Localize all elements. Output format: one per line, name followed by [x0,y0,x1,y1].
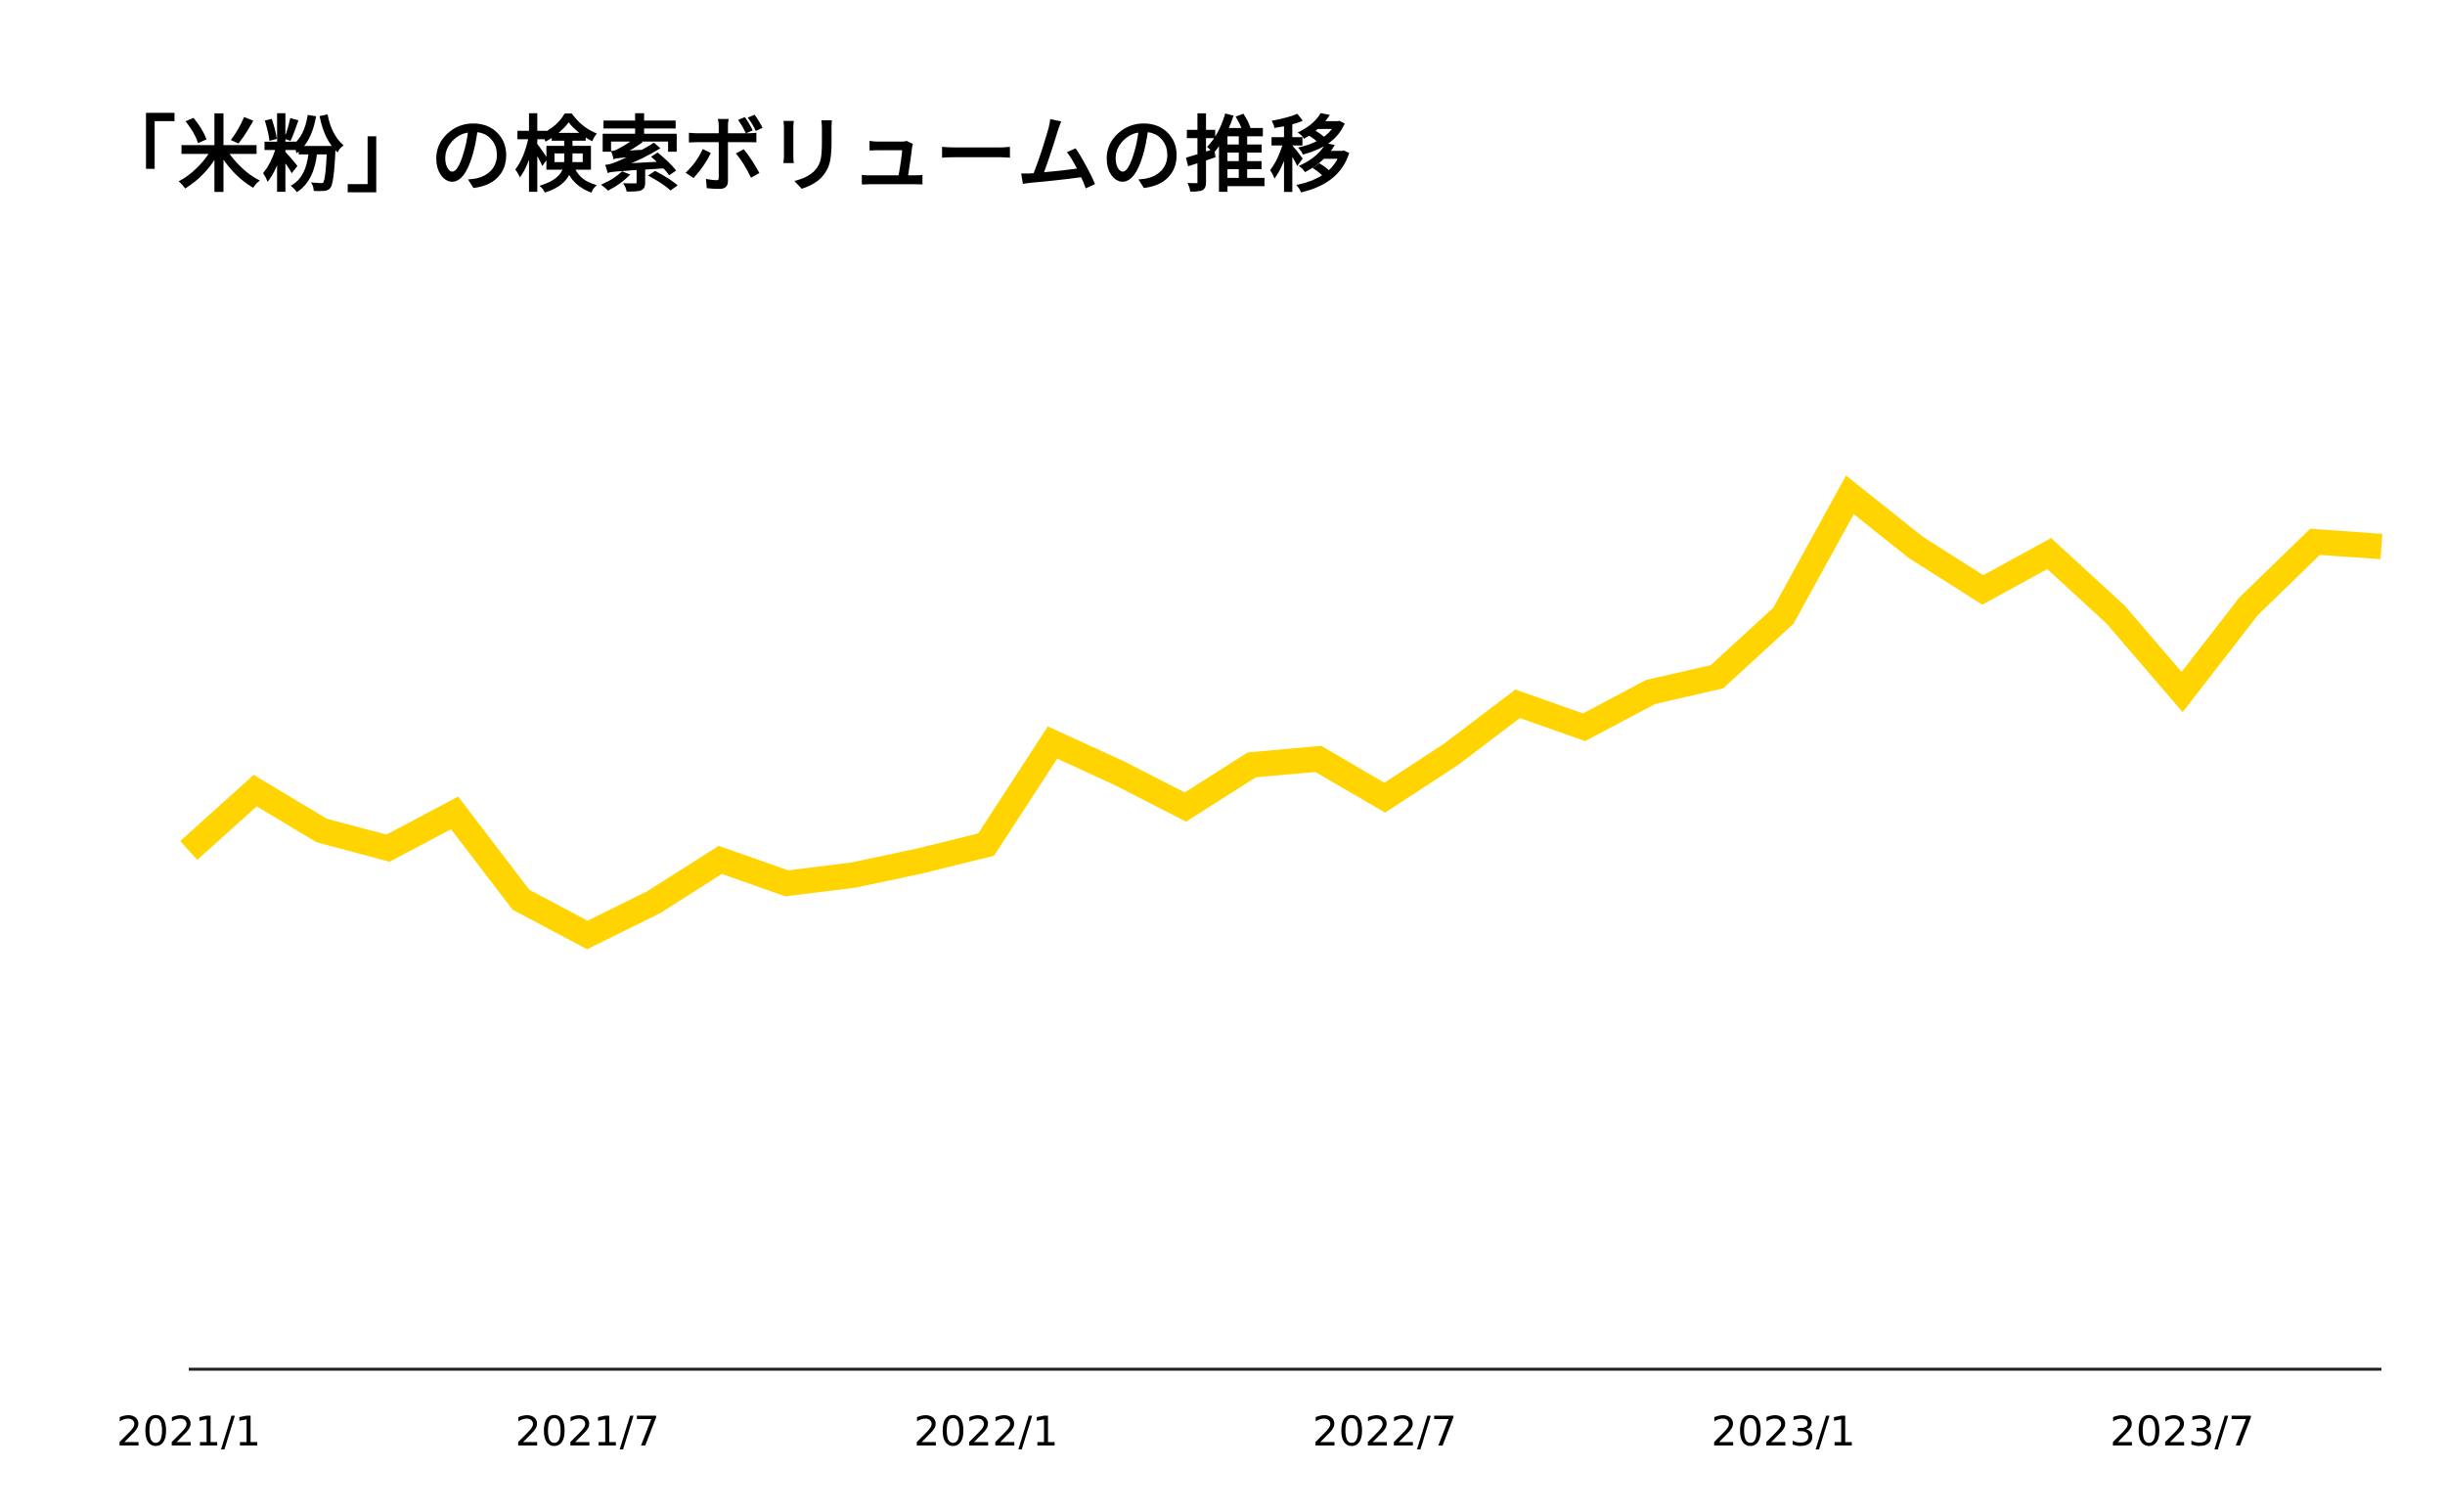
x-tick-label: 2022/7 [1312,1407,1457,1455]
series-line-0 [180,475,2382,950]
x-tick-label: 2022/1 [913,1407,1058,1455]
series-layer [180,475,2382,950]
x-tick-label: 2021/1 [116,1407,261,1455]
x-tick-label: 2021/7 [515,1407,660,1455]
x-tick-label: 2023/7 [2110,1407,2254,1455]
chart-title: 「米粉」の検索ボリュームの推移 [94,108,1354,203]
x-tick-label: 2023/1 [1712,1407,1856,1455]
x-axis: 2021/1 2021/7 2022/1 2022/7 2023/1 2023/7 [116,1367,2381,1455]
